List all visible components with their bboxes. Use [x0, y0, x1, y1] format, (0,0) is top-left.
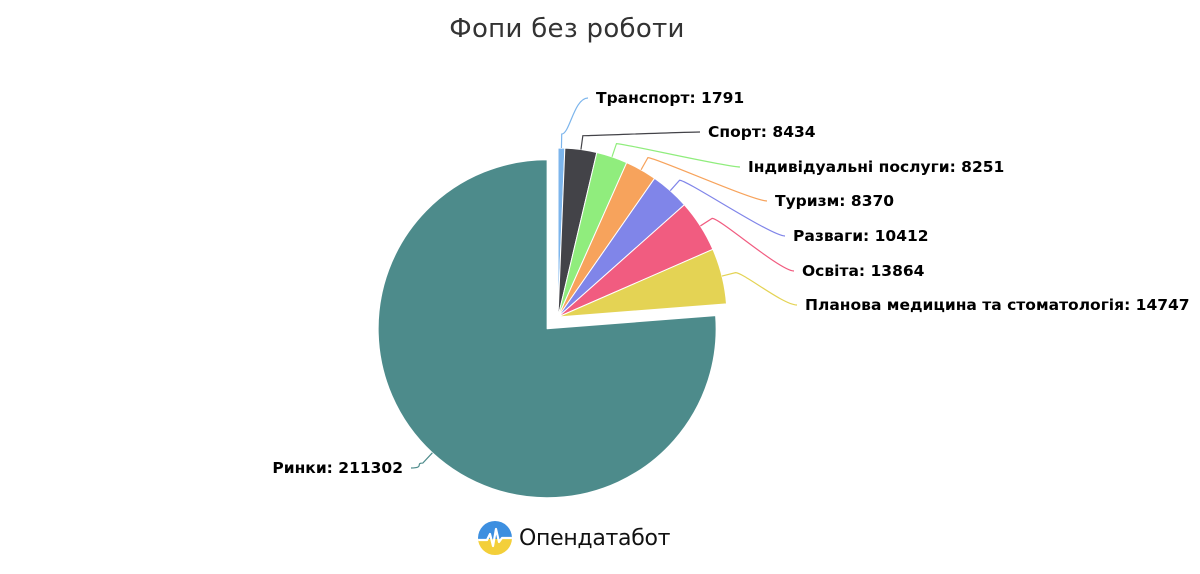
pie-slices [377, 147, 727, 499]
slice-label-індивідуальні-послуги: Індивідуальні послуги: 8251 [748, 158, 1004, 176]
label-connector-ринки [410, 452, 433, 469]
slice-label-розваги: Разваги: 10412 [793, 227, 929, 245]
slice-label-спорт: Спорт: 8434 [708, 123, 816, 141]
slice-labels: Транспорт: 1791 Спорт: 8434 Індивідуальні … [272, 89, 1189, 477]
label-connector-транспорт [560, 97, 589, 149]
label-connector-індивідуальні-послуги [611, 142, 741, 168]
label-connector-освіта [700, 217, 795, 272]
slice-label-освіта: Освіта: 13864 [802, 262, 925, 280]
brand-name: Опендатабот [519, 525, 671, 551]
label-connector-туризм [640, 157, 768, 202]
slice-label-туризм: Туризм: 8370 [775, 192, 894, 210]
chart-title: Фопи без роботи [449, 14, 685, 44]
pie-slice-ринки[interactable] [377, 159, 717, 499]
label-connector-розваги [669, 179, 786, 237]
slice-label-транспорт: Транспорт: 1791 [596, 89, 744, 107]
slice-label-ринки: Ринки: 211302 [272, 459, 403, 477]
slice-label-планова-медицина-та-стоматологія: Планова медицина та стоматологія: 14747 [805, 296, 1190, 314]
brand-footer: Опендатабот [477, 518, 670, 558]
label-connectors [410, 97, 798, 469]
label-connector-планова-медицина-та-стоматологія [721, 272, 798, 306]
opendatabot-logo-icon [478, 521, 512, 555]
label-connector-спорт [580, 131, 701, 150]
pie-slice-планова-медицина-та-стоматологія[interactable] [557, 248, 727, 318]
